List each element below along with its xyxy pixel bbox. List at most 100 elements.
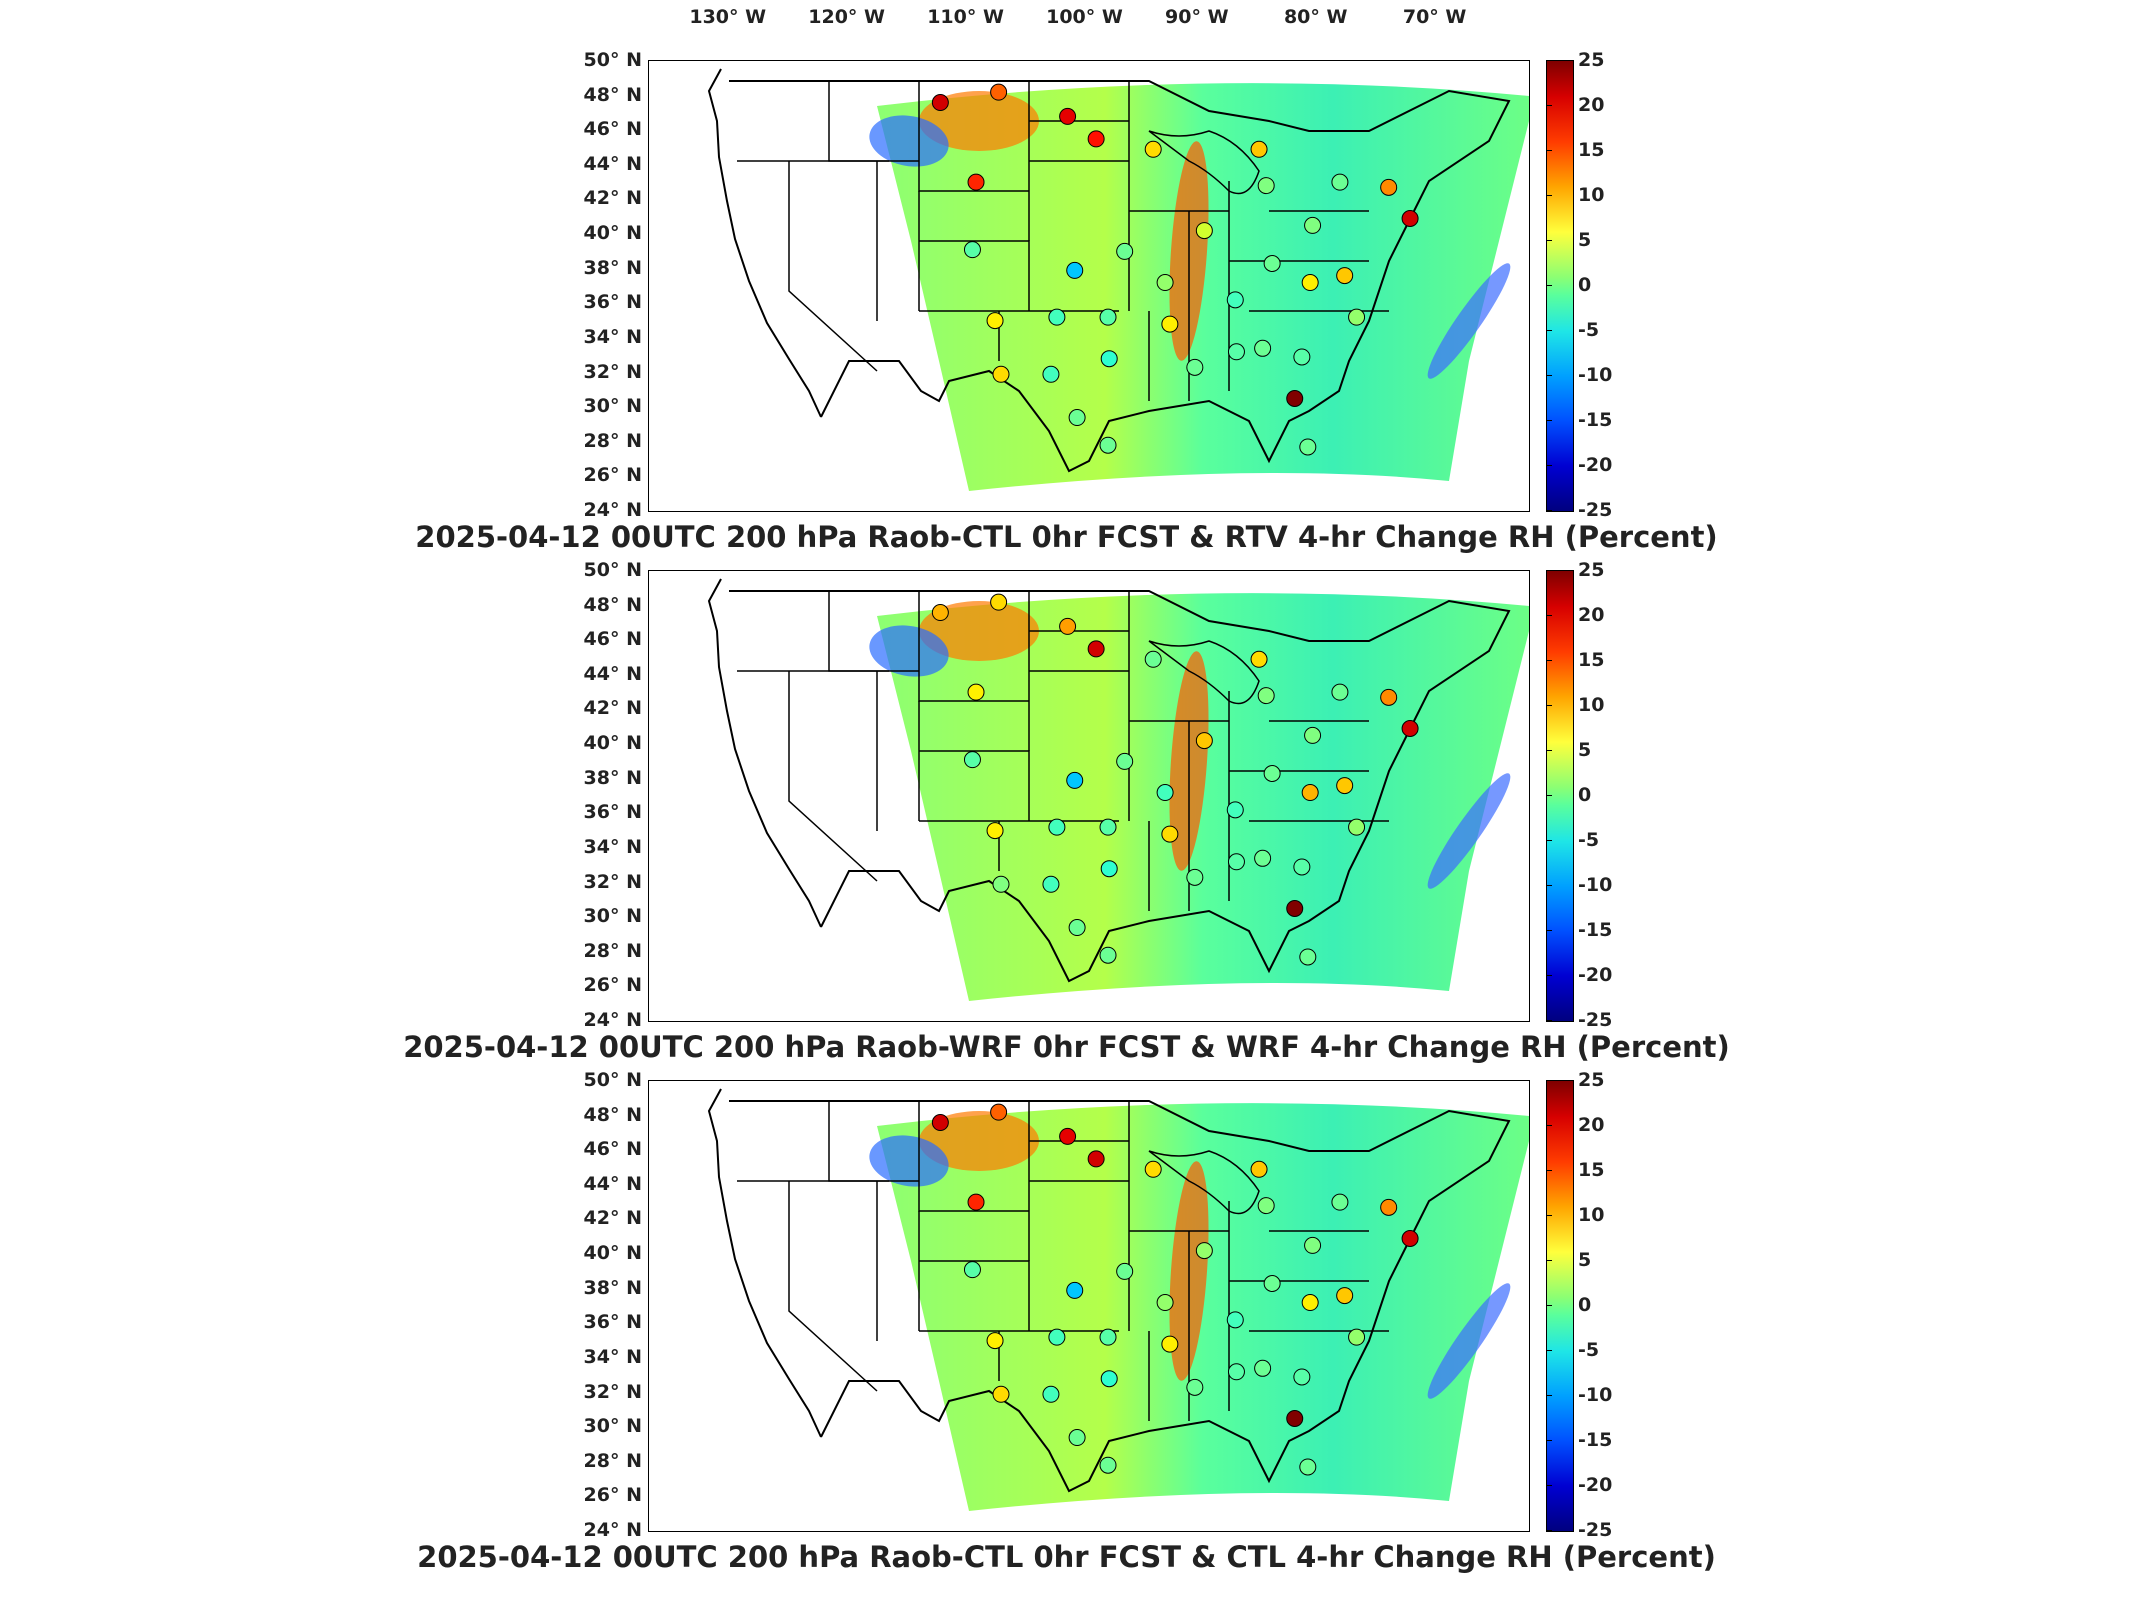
raob-station-marker — [967, 1193, 985, 1211]
raob-station-marker — [1263, 765, 1281, 782]
latitude-tick-label: 28° N — [583, 939, 642, 962]
colorbar-tick-label: -25 — [1578, 1009, 1613, 1031]
colorbar-tick-mark — [1546, 1020, 1552, 1021]
colorbar-tick-mark — [1546, 60, 1552, 61]
latitude-tick-label: 36° N — [583, 801, 642, 824]
field-anomaly — [919, 1111, 1039, 1171]
colorbar-tick-label: 15 — [1578, 1159, 1605, 1181]
latitude-tick-label: 42° N — [583, 1207, 642, 1230]
latitude-tick-label: 26° N — [583, 464, 642, 487]
raob-station-marker — [1087, 130, 1105, 148]
raob-station-marker — [1099, 308, 1117, 326]
raob-station-marker — [1250, 650, 1268, 668]
colorbar-tick-label: -25 — [1578, 1519, 1613, 1541]
latitude-tick-label: 30° N — [583, 395, 642, 418]
colorbar-tick-mark — [1546, 1305, 1552, 1306]
colorbar-tick-mark — [1546, 1260, 1552, 1261]
colorbar-tick-label: -20 — [1578, 454, 1613, 476]
raob-station-marker — [1195, 222, 1213, 240]
raob-station-marker — [931, 94, 949, 112]
state-border — [919, 1260, 1030, 1331]
great-lakes — [1148, 640, 1260, 705]
latitude-tick-label: 42° N — [583, 187, 642, 210]
map-area — [648, 60, 1530, 512]
colorbar-tick-label: -10 — [1578, 1384, 1613, 1406]
raob-station-marker — [1301, 274, 1319, 292]
raob-station-marker — [1250, 140, 1268, 158]
raob-station-marker — [1304, 216, 1322, 234]
raob-station-marker — [1144, 1160, 1162, 1178]
coastline — [707, 68, 822, 418]
colorbar-tick-label: 20 — [1578, 1114, 1605, 1136]
colorbar-tick-mark — [1546, 795, 1552, 796]
raob-station-marker — [1293, 348, 1311, 366]
raob-station-marker — [1331, 173, 1349, 191]
raob-station-marker — [1336, 1287, 1354, 1305]
colorbar-tick-label: -10 — [1578, 874, 1613, 896]
state-border — [788, 1181, 878, 1392]
raob-station-marker — [1301, 1294, 1319, 1312]
raob-station-marker — [1299, 438, 1317, 456]
raob-station-marker — [1099, 1456, 1117, 1474]
colorbar-tick-mark — [1546, 615, 1552, 616]
colorbar-tick-mark — [1546, 420, 1552, 421]
longitude-tick-label: 70° W — [1402, 6, 1467, 28]
colorbar — [1546, 60, 1574, 512]
raob-station-marker — [986, 1332, 1004, 1350]
raob-station-marker — [1144, 650, 1162, 668]
raob-station-marker — [1226, 291, 1244, 309]
field-anomaly — [1427, 1283, 1511, 1399]
raob-station-marker — [1348, 308, 1366, 326]
latitude-tick-label: 48° N — [583, 1103, 642, 1126]
colorbar-tick-mark — [1546, 975, 1552, 976]
colorbar-tick-mark — [1546, 1350, 1552, 1351]
raob-station-marker — [1304, 726, 1322, 744]
colorbar-tick-label: 25 — [1578, 559, 1605, 581]
colorbar-tick-mark — [1546, 930, 1552, 931]
map-svg — [707, 1088, 1529, 1511]
colorbar-tick-mark — [1546, 375, 1552, 376]
raob-station-marker — [1257, 1197, 1275, 1215]
raob-station-marker — [1263, 1275, 1281, 1292]
colorbar-tick-mark — [1546, 840, 1552, 841]
raob-station-marker — [1099, 818, 1117, 836]
raob-station-marker — [1116, 1262, 1134, 1280]
colorbar-tick-label: 15 — [1578, 139, 1605, 161]
raob-station-marker — [1066, 1281, 1084, 1299]
colorbar-tick-label: 5 — [1578, 1249, 1592, 1271]
great-lakes — [1148, 130, 1260, 195]
raob-station-marker — [990, 593, 1008, 611]
raob-station-marker — [1161, 825, 1179, 843]
raob-station-marker — [1331, 683, 1349, 701]
colorbar-tick-label: -5 — [1578, 829, 1600, 851]
colorbar-tick-label: -5 — [1578, 319, 1600, 341]
coastline — [707, 1088, 822, 1438]
colorbar-tick-label: 20 — [1578, 604, 1605, 626]
raob-station-marker — [1099, 1328, 1117, 1346]
coastline — [729, 80, 1511, 473]
latitude-tick-label: 38° N — [583, 1276, 642, 1299]
latitude-tick-label: 50° N — [583, 1069, 642, 1091]
colorbar-tick-mark — [1546, 465, 1552, 466]
colorbar-tick-mark — [1546, 150, 1552, 151]
raob-station-marker — [992, 1385, 1010, 1403]
longitude-tick-label: 80° W — [1283, 6, 1348, 28]
latitude-tick-label: 32° N — [583, 870, 642, 893]
raob-station-marker — [1186, 1378, 1204, 1396]
raob-station-marker — [1336, 267, 1354, 285]
raob-station-marker — [1066, 261, 1084, 279]
colorbar-tick-label: 15 — [1578, 649, 1605, 671]
latitude-tick-label: 34° N — [583, 835, 642, 858]
field-anomaly — [919, 91, 1039, 151]
raob-station-marker — [1348, 818, 1366, 836]
state-border — [788, 671, 878, 882]
raob-station-marker — [1301, 784, 1319, 802]
map-area — [648, 570, 1530, 1022]
colorbar-tick-mark — [1546, 1395, 1552, 1396]
raob-station-marker — [1286, 900, 1304, 917]
raob-station-marker — [1059, 1127, 1077, 1145]
colorbar-tick-mark — [1546, 105, 1552, 106]
state-border — [919, 750, 1030, 821]
colorbar — [1546, 570, 1574, 1022]
raob-station-marker — [1156, 1294, 1174, 1312]
